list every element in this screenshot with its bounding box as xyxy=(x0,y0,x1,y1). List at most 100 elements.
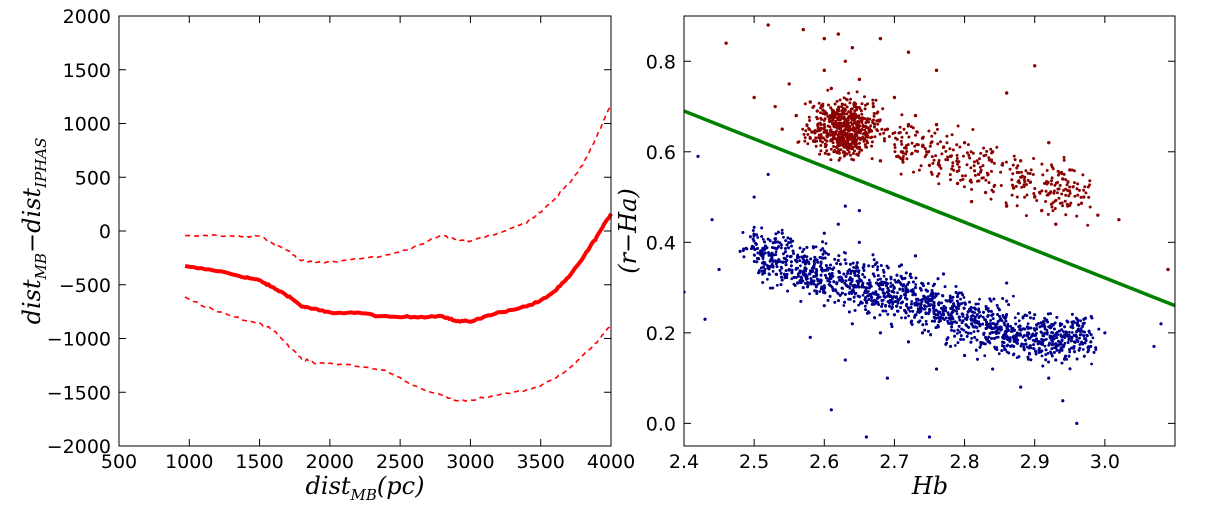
scatter-point-below xyxy=(955,332,959,335)
scatter-point-above xyxy=(843,59,848,63)
scatter-point-above xyxy=(1010,178,1014,182)
scatter-point-above xyxy=(971,151,975,155)
scatter-point-below xyxy=(976,357,979,361)
scatter-point-above xyxy=(855,142,859,146)
scatter-point-above xyxy=(825,129,829,133)
scatter-point-below xyxy=(865,287,868,290)
x-tick-label: 1500 xyxy=(235,451,283,473)
scatter-point-above xyxy=(1057,196,1061,200)
scatter-point-below xyxy=(1034,339,1038,342)
scatter-point-above xyxy=(1008,167,1012,171)
scatter-point-above xyxy=(875,128,879,132)
scatter-point-below xyxy=(1028,311,1032,315)
scatter-point-below xyxy=(756,247,759,250)
x-tick-label: 3500 xyxy=(517,451,565,473)
scatter-point-above xyxy=(1071,185,1075,189)
scatter-point-above xyxy=(847,144,851,148)
scatter-point-below xyxy=(771,270,775,273)
scatter-point-above xyxy=(1015,171,1019,174)
scatter-point-above xyxy=(1070,168,1074,172)
scatter-point-below xyxy=(844,279,848,283)
scatter-point-below xyxy=(907,281,911,284)
scatter-point-below xyxy=(985,320,988,324)
scatter-point-below xyxy=(1090,362,1093,366)
scatter-point-above xyxy=(847,150,851,154)
scatter-point-below xyxy=(1017,355,1021,359)
scatter-point-below xyxy=(710,218,714,222)
scatter-point-below xyxy=(824,273,827,277)
scatter-point-below xyxy=(789,237,792,241)
scatter-point-above xyxy=(1052,191,1056,195)
scatter-point-above xyxy=(860,121,864,124)
scatter-point-below xyxy=(765,246,769,250)
scatter-point-above xyxy=(832,121,836,125)
scatter-point-above xyxy=(819,149,823,153)
scatter-point-above xyxy=(1060,192,1064,196)
scatter-point-below xyxy=(1034,333,1037,337)
scatter-point-below xyxy=(870,296,874,300)
scatter-point-below xyxy=(890,290,894,294)
scatter-point-below xyxy=(933,295,937,299)
scatter-point-below xyxy=(1089,340,1093,344)
scatter-point-below xyxy=(957,324,961,328)
scatter-point-above xyxy=(1023,180,1027,184)
x-tick-label: 2.6 xyxy=(809,451,839,473)
scatter-point-below xyxy=(1041,364,1045,368)
scatter-point-below xyxy=(1064,354,1068,358)
scatter-point-above xyxy=(819,133,823,137)
scatter-point-above xyxy=(861,125,865,128)
scatter-point-below xyxy=(772,253,775,257)
scatter-point-below xyxy=(752,239,756,243)
scatter-point-below xyxy=(898,287,902,291)
scatter-point-above xyxy=(959,178,963,182)
scatter-point-below xyxy=(927,311,931,314)
scatter-point-above xyxy=(1040,189,1044,193)
scatter-point-below xyxy=(844,275,848,278)
scatter-point-above xyxy=(1050,165,1054,169)
scatter-point-below xyxy=(1059,334,1063,338)
scatter-point-above xyxy=(829,106,833,110)
scatter-point-below xyxy=(785,276,789,279)
scatter-point-below xyxy=(1070,346,1073,350)
scatter-point-above xyxy=(1069,201,1073,205)
scatter-point-below xyxy=(754,242,758,245)
scatter-point-below xyxy=(987,335,991,339)
scatter-point-below xyxy=(879,264,883,267)
scatter-point-above xyxy=(864,131,869,136)
scatter-point-above xyxy=(978,157,981,161)
scatter-point-above xyxy=(829,147,833,151)
scatter-point-below xyxy=(930,319,934,323)
scatter-point-above xyxy=(808,100,812,104)
scatter-point-below xyxy=(981,315,985,319)
scatter-point-above xyxy=(819,126,823,130)
scatter-point-below xyxy=(794,276,798,279)
scatter-point-below xyxy=(1006,322,1010,326)
scatter-point-below xyxy=(1022,345,1026,349)
scatter-point-below xyxy=(784,239,788,243)
scatter-point-below xyxy=(829,284,832,287)
scatter-point-below xyxy=(969,306,973,309)
scatter-point-below xyxy=(873,274,876,278)
scatter-point-below xyxy=(874,300,878,303)
scatter-point-above xyxy=(855,90,859,94)
scatter-point-below xyxy=(1092,351,1096,354)
scatter-point-below xyxy=(896,298,900,301)
scatter-point-below xyxy=(852,266,855,269)
scatter-point-above xyxy=(1004,91,1009,95)
scatter-point-below xyxy=(752,245,756,249)
scatter-point-above xyxy=(873,135,877,139)
scatter-point-below xyxy=(1017,319,1021,323)
scatter-point-above xyxy=(1026,178,1030,182)
scatter-point-above xyxy=(902,127,906,131)
scatter-point-below xyxy=(860,301,864,305)
scatter-point-below xyxy=(803,273,806,277)
scatter-point-below xyxy=(809,257,813,261)
scatter-point-above xyxy=(1049,182,1053,186)
scatter-point-above xyxy=(1023,175,1027,179)
scatter-point-below xyxy=(819,273,823,277)
scatter-point-above xyxy=(870,135,874,139)
scatter-point-above xyxy=(1056,173,1060,177)
scatter-point-above xyxy=(1062,188,1066,192)
scatter-point-above xyxy=(854,139,858,143)
scatter-point-above xyxy=(985,149,989,153)
